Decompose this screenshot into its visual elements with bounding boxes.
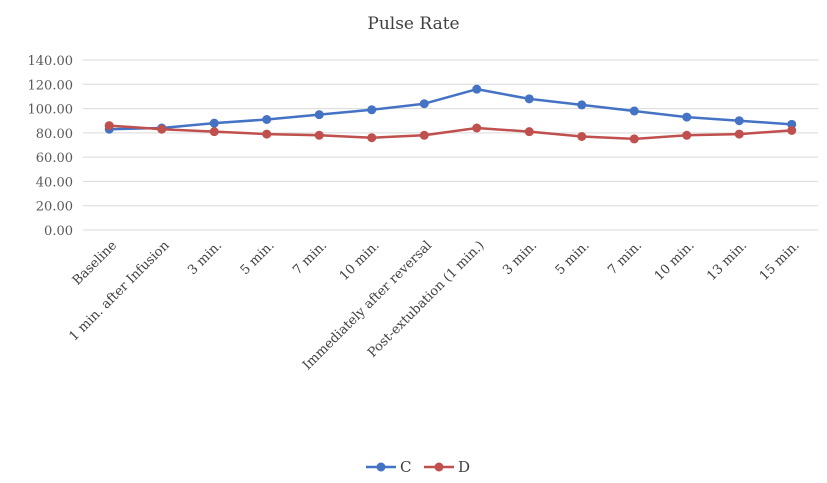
data-point bbox=[209, 127, 219, 137]
y-tick-label: 20.00 bbox=[36, 200, 73, 215]
data-point bbox=[682, 112, 692, 122]
y-tick-label: 100.00 bbox=[28, 103, 74, 118]
legend-point-marker bbox=[376, 462, 386, 472]
data-point bbox=[209, 118, 219, 128]
y-tick-label: 60.00 bbox=[36, 151, 73, 166]
data-point bbox=[629, 106, 639, 116]
data-point bbox=[629, 134, 639, 144]
x-tick-label: 13 min. bbox=[704, 238, 750, 284]
data-point bbox=[419, 130, 429, 140]
data-point bbox=[419, 99, 429, 109]
gridlines bbox=[83, 59, 818, 231]
x-tick-label: 3 min. bbox=[500, 238, 540, 278]
x-tick-label: 5 min. bbox=[238, 238, 278, 278]
series-line bbox=[109, 87, 792, 131]
y-tick-label: 80.00 bbox=[36, 127, 73, 142]
data-point bbox=[472, 123, 482, 133]
data-point bbox=[157, 124, 167, 134]
x-tick-label: Baseline bbox=[70, 238, 120, 288]
chart-title: Pulse Rate bbox=[367, 14, 460, 34]
data-point bbox=[367, 133, 377, 143]
series-lines bbox=[104, 84, 797, 144]
legend-item: D bbox=[424, 458, 470, 476]
data-point bbox=[734, 129, 744, 139]
data-point bbox=[577, 132, 587, 141]
x-tick-label: 7 min. bbox=[290, 238, 330, 278]
series-line bbox=[109, 124, 792, 141]
x-tick-label: 15 min. bbox=[757, 238, 803, 284]
data-point bbox=[524, 127, 534, 137]
x-tick-label: 1 min. after Infusion bbox=[66, 238, 173, 345]
y-axis-ticks: 0.00 20.00 40.00 60.00 80.00 100.00 120.00 140.… bbox=[28, 54, 74, 239]
data-point bbox=[367, 105, 377, 115]
series-C bbox=[104, 84, 797, 134]
y-tick-label: 120.00 bbox=[28, 78, 74, 93]
y-tick-label: 40.00 bbox=[36, 175, 73, 190]
y-tick-label: 0.00 bbox=[44, 224, 73, 239]
x-tick-label: 7 min. bbox=[605, 238, 645, 278]
data-point bbox=[262, 115, 272, 124]
data-point bbox=[314, 130, 324, 140]
data-point bbox=[524, 94, 534, 104]
x-tick-label: 10 min. bbox=[337, 238, 383, 284]
data-point bbox=[682, 130, 692, 140]
series-D bbox=[104, 121, 797, 144]
y-tick-label: 140.00 bbox=[28, 54, 74, 69]
data-point bbox=[262, 129, 272, 139]
data-point bbox=[734, 116, 744, 126]
data-point bbox=[577, 100, 587, 110]
data-point bbox=[472, 84, 482, 94]
legend-label: C bbox=[400, 458, 411, 476]
data-point bbox=[104, 121, 114, 131]
x-tick-label: 5 min. bbox=[553, 238, 593, 278]
x-tick-label: 10 min. bbox=[652, 238, 698, 284]
data-point bbox=[787, 125, 797, 135]
legend-item: C bbox=[366, 458, 411, 476]
legend-label: D bbox=[458, 458, 470, 476]
x-tick-label: 3 min. bbox=[185, 238, 225, 278]
legend-point-marker bbox=[434, 462, 444, 472]
data-point bbox=[314, 110, 324, 120]
